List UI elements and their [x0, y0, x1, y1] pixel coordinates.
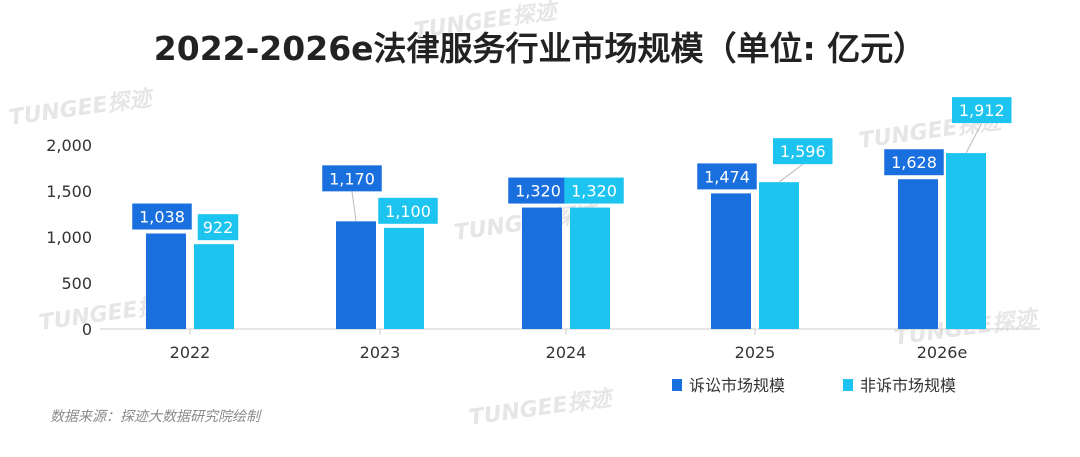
- data-label: 1,170: [329, 169, 375, 188]
- bar-litigation: [898, 179, 938, 329]
- data-label-box: [197, 214, 239, 241]
- bar-non-litigation: [570, 207, 610, 329]
- bar-non-litigation: [759, 182, 799, 329]
- y-tick-label: 1,000: [46, 228, 92, 247]
- source-note: 数据来源：探迹大数据研究院绘制: [50, 409, 260, 425]
- data-label-box: [884, 149, 944, 176]
- y-tick-label: 1,500: [46, 182, 92, 201]
- data-label: 1,320: [571, 182, 617, 201]
- watermark-text: TUNGEE探迹: [467, 385, 617, 431]
- data-label: 1,038: [139, 208, 185, 227]
- chart-title: 2022-2026e法律服务行业市场规模（单位: 亿元）: [153, 29, 927, 68]
- y-tick-label: 2,000: [46, 136, 92, 155]
- label-leader: [351, 191, 357, 222]
- data-label: 1,474: [704, 167, 750, 186]
- x-tick-label: 2026e: [917, 343, 968, 362]
- data-label-box: [132, 203, 192, 230]
- label-leader: [778, 163, 804, 183]
- watermark-text: TUNGEE探迹: [412, 0, 562, 44]
- data-label-box: [378, 197, 438, 224]
- data-label: 1,100: [385, 202, 431, 221]
- y-tick-label: 500: [61, 274, 92, 293]
- bar-non-litigation: [384, 227, 424, 329]
- legend-swatch: [672, 379, 682, 391]
- x-tick-label: 2024: [546, 343, 587, 362]
- bar-non-litigation: [194, 244, 234, 329]
- data-label-box: [322, 165, 382, 192]
- data-label: 1,628: [891, 153, 937, 172]
- label-leader: [965, 122, 983, 154]
- legend-swatch: [843, 379, 853, 391]
- data-label-box: [773, 138, 833, 165]
- legend-label: 诉讼市场规模: [689, 376, 785, 395]
- data-label-box: [508, 177, 568, 204]
- legend-label: 非诉市场规模: [860, 376, 956, 395]
- x-tick-label: 2025: [735, 343, 776, 362]
- x-tick-label: 2022: [170, 343, 211, 362]
- watermark-text: TUNGEE探迹: [7, 85, 157, 131]
- bar-litigation: [336, 221, 376, 329]
- data-label: 1,596: [780, 142, 826, 161]
- data-label-box: [697, 163, 757, 190]
- data-label: 1,320: [515, 182, 561, 201]
- bar-litigation: [522, 207, 562, 329]
- x-tick-label: 2023: [360, 343, 401, 362]
- data-label-box: [564, 177, 624, 204]
- bar-litigation: [711, 193, 751, 329]
- y-tick-label: 0: [82, 320, 92, 339]
- data-label: 922: [203, 218, 234, 237]
- data-label-box: [952, 97, 1012, 124]
- bar-litigation: [146, 233, 186, 329]
- bar-non-litigation: [946, 153, 986, 329]
- data-label: 1,912: [959, 101, 1005, 120]
